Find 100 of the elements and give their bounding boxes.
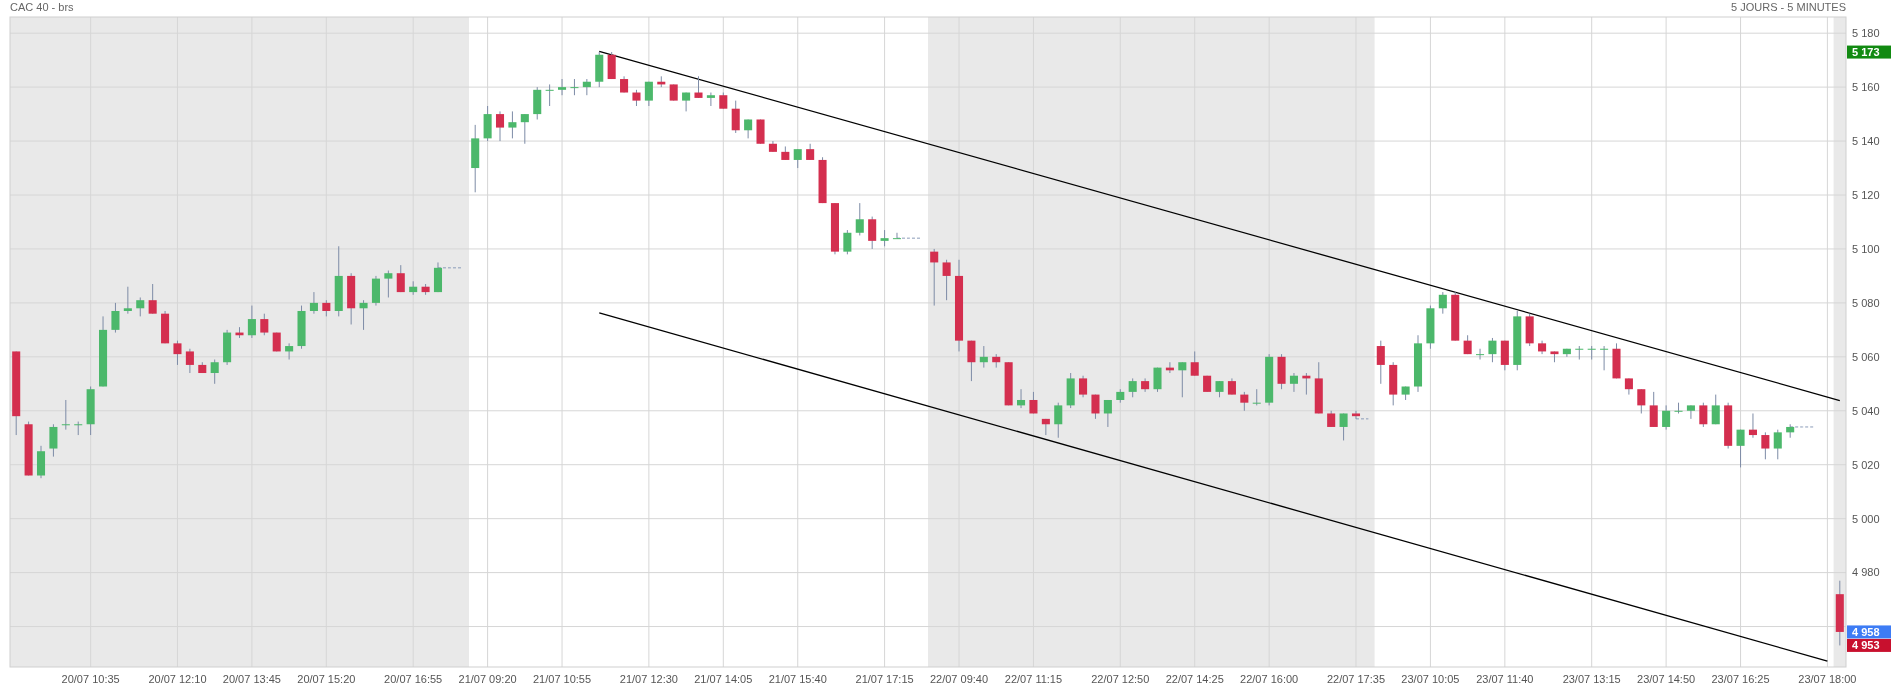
candlestick	[74, 421, 83, 436]
candlestick	[793, 148, 802, 169]
x-tick-label: 21/07 09:20	[458, 673, 517, 685]
candlestick	[1748, 412, 1757, 439]
y-tick-label: 4 980	[1852, 566, 1880, 579]
x-tick-label: 20/07 15:20	[297, 673, 356, 685]
candlestick	[1488, 337, 1497, 363]
candlestick	[61, 399, 70, 431]
candlestick	[1289, 372, 1298, 393]
candlestick	[384, 270, 393, 298]
x-tick-label: 20/07 16:55	[384, 673, 443, 685]
candlestick	[260, 313, 269, 336]
candlestick	[1376, 340, 1385, 385]
candlestick	[396, 264, 405, 293]
candlestick	[1736, 429, 1745, 468]
y-tick-label: 5 020	[1852, 458, 1880, 471]
candlestick	[1649, 391, 1658, 428]
candlestick	[1252, 388, 1261, 406]
candlestick	[1339, 412, 1348, 441]
candlestick	[123, 286, 132, 315]
candlestick	[582, 78, 591, 96]
candlestick	[495, 110, 505, 142]
candlestick	[148, 283, 157, 315]
x-tick-label: 23/07 16:25	[1711, 673, 1770, 685]
text: 4 958	[1852, 625, 1880, 638]
candlestick	[247, 305, 256, 339]
x-tick-label: 22/07 11:15	[1004, 673, 1063, 685]
candlestick	[1699, 402, 1708, 428]
chart-title: CAC 40 - brs	[10, 1, 75, 13]
candlestick	[1600, 345, 1609, 371]
candlestick	[185, 348, 194, 374]
candlestick	[843, 229, 852, 255]
candlestick	[1575, 345, 1584, 361]
candlestick	[1438, 291, 1447, 315]
x-tick-label: 22/07 09:40	[929, 673, 989, 685]
candlestick	[1476, 348, 1485, 361]
candlestick	[1240, 391, 1249, 412]
candlestick	[1017, 388, 1026, 409]
candlestick	[744, 118, 753, 139]
candlestick	[892, 232, 902, 240]
candlestick	[930, 248, 939, 307]
y-tick-label: 5 000	[1852, 512, 1880, 525]
x-tick-label: 22/07 12:50	[1091, 673, 1150, 685]
candlestick	[1637, 388, 1646, 414]
candlestick	[979, 345, 988, 369]
candlestick	[731, 100, 740, 134]
y-tick-label: 5 080	[1852, 296, 1880, 309]
candlestick	[136, 297, 145, 317]
candlestick	[1761, 431, 1770, 460]
candlestick	[855, 202, 864, 236]
candlestick	[545, 83, 554, 107]
x-tick-label: 23/07 14:50	[1637, 673, 1696, 685]
x-tick-label: 23/07 18:00	[1798, 673, 1857, 685]
x-tick-label: 22/07 14:25	[1165, 673, 1224, 685]
candlestick	[1351, 410, 1361, 420]
candlestick	[868, 216, 877, 250]
x-tick-label: 21/07 10:55	[532, 673, 592, 685]
y-tick-label: 5 060	[1852, 350, 1880, 363]
candlestick	[1054, 402, 1063, 439]
x-tick-label: 20/07 12:10	[148, 673, 207, 685]
y-tick-label: 5 160	[1852, 80, 1880, 93]
x-tick-label: 22/07 17:35	[1326, 673, 1386, 685]
candlestick	[173, 340, 182, 366]
candlestick	[1587, 345, 1596, 361]
candlestick	[570, 78, 579, 96]
x-tick-label: 20/07 10:35	[61, 673, 120, 685]
candlestick	[49, 423, 58, 458]
candlestick	[1091, 394, 1100, 420]
candlestick	[706, 92, 715, 107]
candlestick	[1773, 429, 1782, 460]
y-tick-label: 5 140	[1852, 134, 1880, 147]
candlestick	[1079, 375, 1088, 398]
candlestick	[1662, 404, 1671, 431]
candlestick	[644, 81, 653, 107]
candlestick	[1041, 418, 1050, 436]
candlestick	[1153, 367, 1162, 393]
candlestick	[508, 110, 517, 139]
candlestick	[1178, 361, 1187, 398]
candlestick	[1128, 377, 1137, 398]
candlestick	[694, 75, 703, 99]
x-tick-label: 21/07 14:05	[694, 673, 753, 685]
text: 5 173	[1852, 45, 1880, 58]
x-tick-label: 21/07 15:40	[768, 673, 827, 685]
x-tick-label: 20/07 13:45	[222, 673, 281, 685]
text: 4 953	[1852, 639, 1880, 652]
candlestick	[520, 113, 529, 145]
chart-subtitle: 5 JOURS - 5 MINUTES	[1731, 1, 1846, 13]
candlestick	[1686, 404, 1695, 420]
candlestick	[558, 78, 567, 96]
candlestick	[967, 340, 976, 382]
x-tick-label: 23/07 11:40	[1476, 673, 1534, 685]
y-tick-label: 5 040	[1852, 404, 1880, 417]
x-tick-label: 23/07 10:05	[1401, 673, 1460, 685]
y-tick-label: 5 100	[1852, 242, 1880, 255]
candlestick	[1103, 399, 1112, 428]
y-tick-label: 5 180	[1852, 27, 1880, 40]
candlestick	[1711, 394, 1720, 425]
x-tick-label: 21/07 12:30	[619, 673, 678, 685]
candlestick	[285, 342, 294, 361]
x-tick-label: 21/07 17:15	[855, 673, 914, 685]
